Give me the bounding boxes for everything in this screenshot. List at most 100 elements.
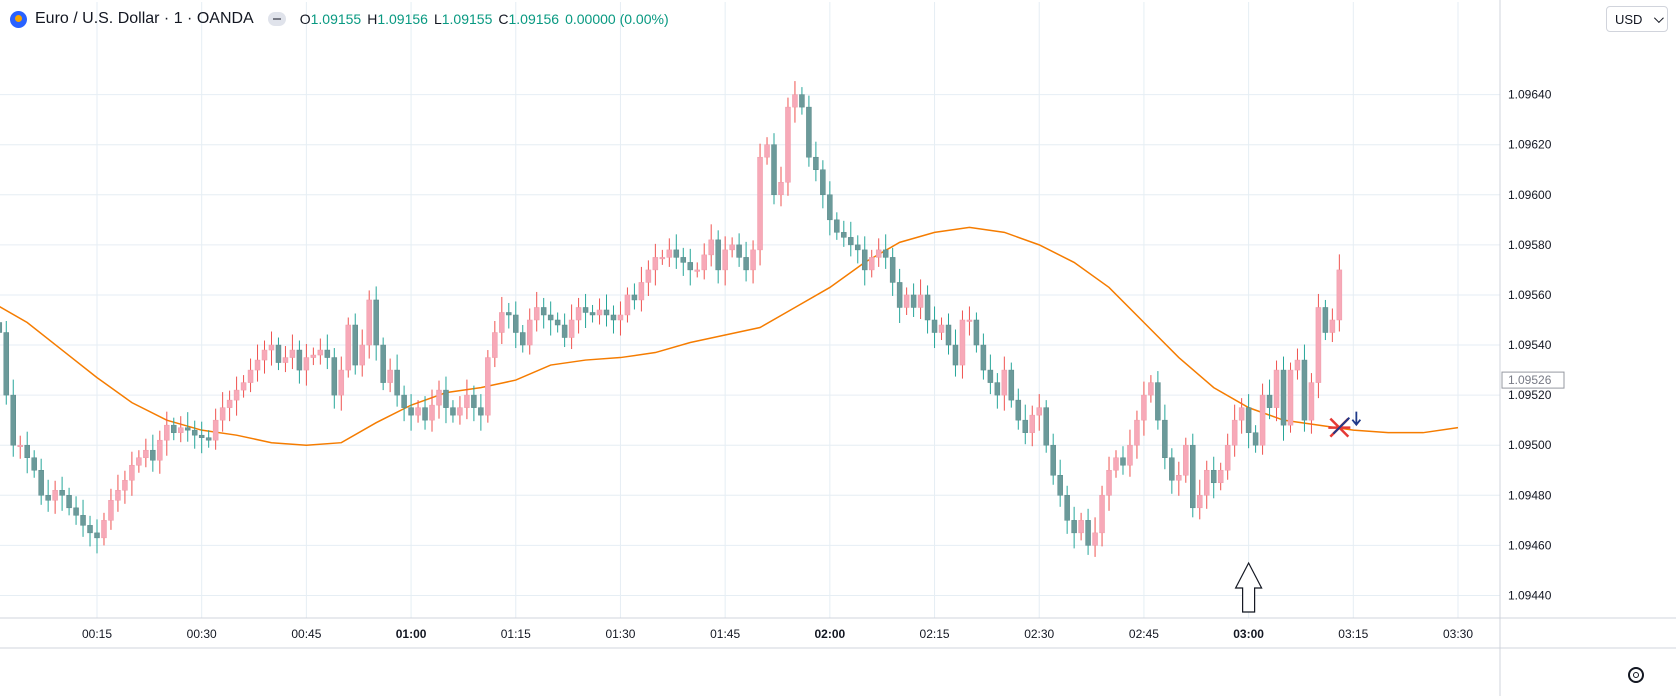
candle-body bbox=[966, 319, 973, 322]
price-axis[interactable]: 1.09640 1.09620 1.09600 1.09580 1.09560 1.095… bbox=[1499, 0, 1565, 696]
candle-body bbox=[861, 249, 868, 271]
candle-body bbox=[882, 249, 889, 258]
candle-body bbox=[973, 319, 980, 346]
candle-body bbox=[1148, 382, 1154, 396]
price-tick-label: 1.09560 bbox=[1508, 288, 1552, 302]
ohlc-open-key: O bbox=[299, 11, 311, 27]
candle-body bbox=[722, 249, 728, 271]
time-tick-label: 00:15 bbox=[82, 627, 112, 641]
candle-body bbox=[1015, 399, 1022, 421]
candle-body bbox=[247, 369, 254, 383]
candle-body bbox=[554, 319, 561, 326]
candle-body bbox=[910, 294, 917, 308]
candle-body bbox=[680, 257, 687, 263]
candle-body bbox=[1078, 520, 1084, 534]
candle-body bbox=[596, 309, 603, 316]
ohlc-low-value: 1.09155 bbox=[441, 11, 493, 27]
candle-body bbox=[931, 319, 938, 333]
time-tick-label: 01:00 bbox=[396, 627, 427, 641]
candle-body bbox=[757, 156, 763, 251]
time-tick-label: 00:30 bbox=[187, 627, 217, 641]
candle-body bbox=[471, 394, 477, 408]
price-tick-label: 1.09520 bbox=[1508, 388, 1552, 402]
candle-body bbox=[1224, 444, 1231, 471]
candle-body bbox=[0, 322, 3, 333]
candle-body bbox=[94, 532, 100, 539]
candles-layer bbox=[0, 81, 1343, 557]
ohlc-high-key: H bbox=[367, 11, 378, 27]
candle-body bbox=[1217, 469, 1224, 484]
candle-body bbox=[1169, 457, 1175, 481]
candle-body bbox=[659, 257, 666, 260]
up-arrow-icon bbox=[1234, 561, 1263, 613]
candle-body bbox=[401, 394, 407, 408]
candle-body bbox=[924, 294, 931, 321]
candle-body bbox=[896, 282, 903, 308]
candle-body bbox=[1315, 307, 1322, 383]
current-price-label: 1.09526 bbox=[1508, 373, 1552, 387]
candle-body bbox=[1259, 394, 1266, 446]
candle-body bbox=[1308, 382, 1315, 421]
candle-body bbox=[80, 515, 86, 526]
candle-body bbox=[24, 444, 30, 458]
time-axis[interactable]: 00:15 00:30 00:45 01:00 01:15 01:30 01:45 02:00… bbox=[0, 617, 1676, 649]
trend-line-icon bbox=[1332, 416, 1351, 435]
candle-body bbox=[366, 299, 372, 346]
candle-body bbox=[317, 349, 324, 356]
currency-selector[interactable]: USD bbox=[1606, 6, 1668, 32]
candle-body bbox=[150, 449, 156, 461]
candle-body bbox=[903, 294, 910, 308]
candle-body bbox=[282, 357, 289, 363]
candle-body bbox=[589, 312, 596, 316]
candle-body bbox=[617, 314, 624, 321]
candle-body bbox=[205, 437, 212, 441]
candle-body bbox=[959, 319, 966, 366]
candle-body bbox=[1183, 444, 1189, 476]
candle-body bbox=[59, 490, 65, 496]
candle-body bbox=[631, 294, 638, 301]
candle-body bbox=[778, 182, 784, 196]
candle-body bbox=[638, 282, 645, 301]
current-price-box bbox=[1501, 371, 1565, 389]
candle-body bbox=[254, 359, 261, 371]
candle-body bbox=[296, 349, 303, 371]
candle-body bbox=[540, 307, 547, 316]
candle-body bbox=[45, 495, 51, 501]
candle-body bbox=[338, 369, 345, 396]
symbol-title[interactable]: Euro / U.S. Dollar · 1 · OANDA bbox=[35, 10, 254, 27]
candle-body bbox=[694, 269, 700, 272]
candle-body bbox=[771, 144, 777, 196]
candle-body bbox=[889, 257, 896, 283]
time-tick-label: 02:30 bbox=[1024, 627, 1054, 641]
candle-body bbox=[645, 269, 652, 283]
candle-body bbox=[1134, 419, 1140, 446]
moving-average-layer bbox=[0, 226, 1459, 446]
price-tick-label: 1.09480 bbox=[1508, 488, 1552, 502]
candle-body bbox=[868, 257, 875, 271]
candle-body bbox=[624, 294, 631, 316]
candle-body bbox=[157, 439, 163, 461]
candle-body bbox=[1252, 432, 1259, 446]
settings-gear-icon[interactable] bbox=[1628, 667, 1644, 683]
candle-body bbox=[729, 244, 735, 251]
candle-body bbox=[938, 324, 945, 333]
collapse-legend-icon[interactable] bbox=[267, 12, 286, 26]
candle-body bbox=[610, 314, 617, 321]
candle-body bbox=[1287, 369, 1294, 426]
candle-body bbox=[917, 294, 924, 308]
candle-body bbox=[171, 424, 177, 433]
candle-body bbox=[1085, 520, 1091, 546]
candle-body bbox=[1113, 457, 1119, 471]
candle-body bbox=[1294, 359, 1301, 371]
price-tick-label: 1.09460 bbox=[1508, 538, 1552, 552]
candle-body bbox=[10, 394, 16, 446]
candle-body bbox=[834, 219, 840, 233]
candle-body bbox=[164, 424, 170, 441]
candle-body bbox=[331, 357, 338, 396]
candle-body bbox=[785, 106, 791, 183]
candle-body bbox=[743, 257, 749, 271]
candle-body bbox=[1245, 407, 1252, 433]
candle-body bbox=[1231, 419, 1238, 446]
currency-label: USD bbox=[1615, 11, 1643, 27]
